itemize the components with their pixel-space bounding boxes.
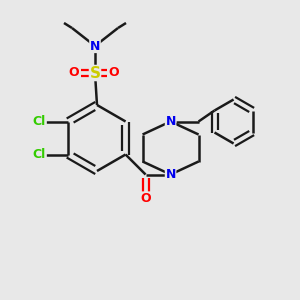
- Text: O: O: [140, 192, 151, 205]
- Text: N: N: [165, 168, 176, 181]
- Text: S: S: [89, 65, 100, 80]
- Text: Cl: Cl: [33, 148, 46, 161]
- Text: O: O: [109, 67, 119, 80]
- Text: N: N: [165, 115, 176, 128]
- Text: N: N: [90, 40, 100, 52]
- Text: O: O: [69, 67, 79, 80]
- Text: Cl: Cl: [33, 115, 46, 128]
